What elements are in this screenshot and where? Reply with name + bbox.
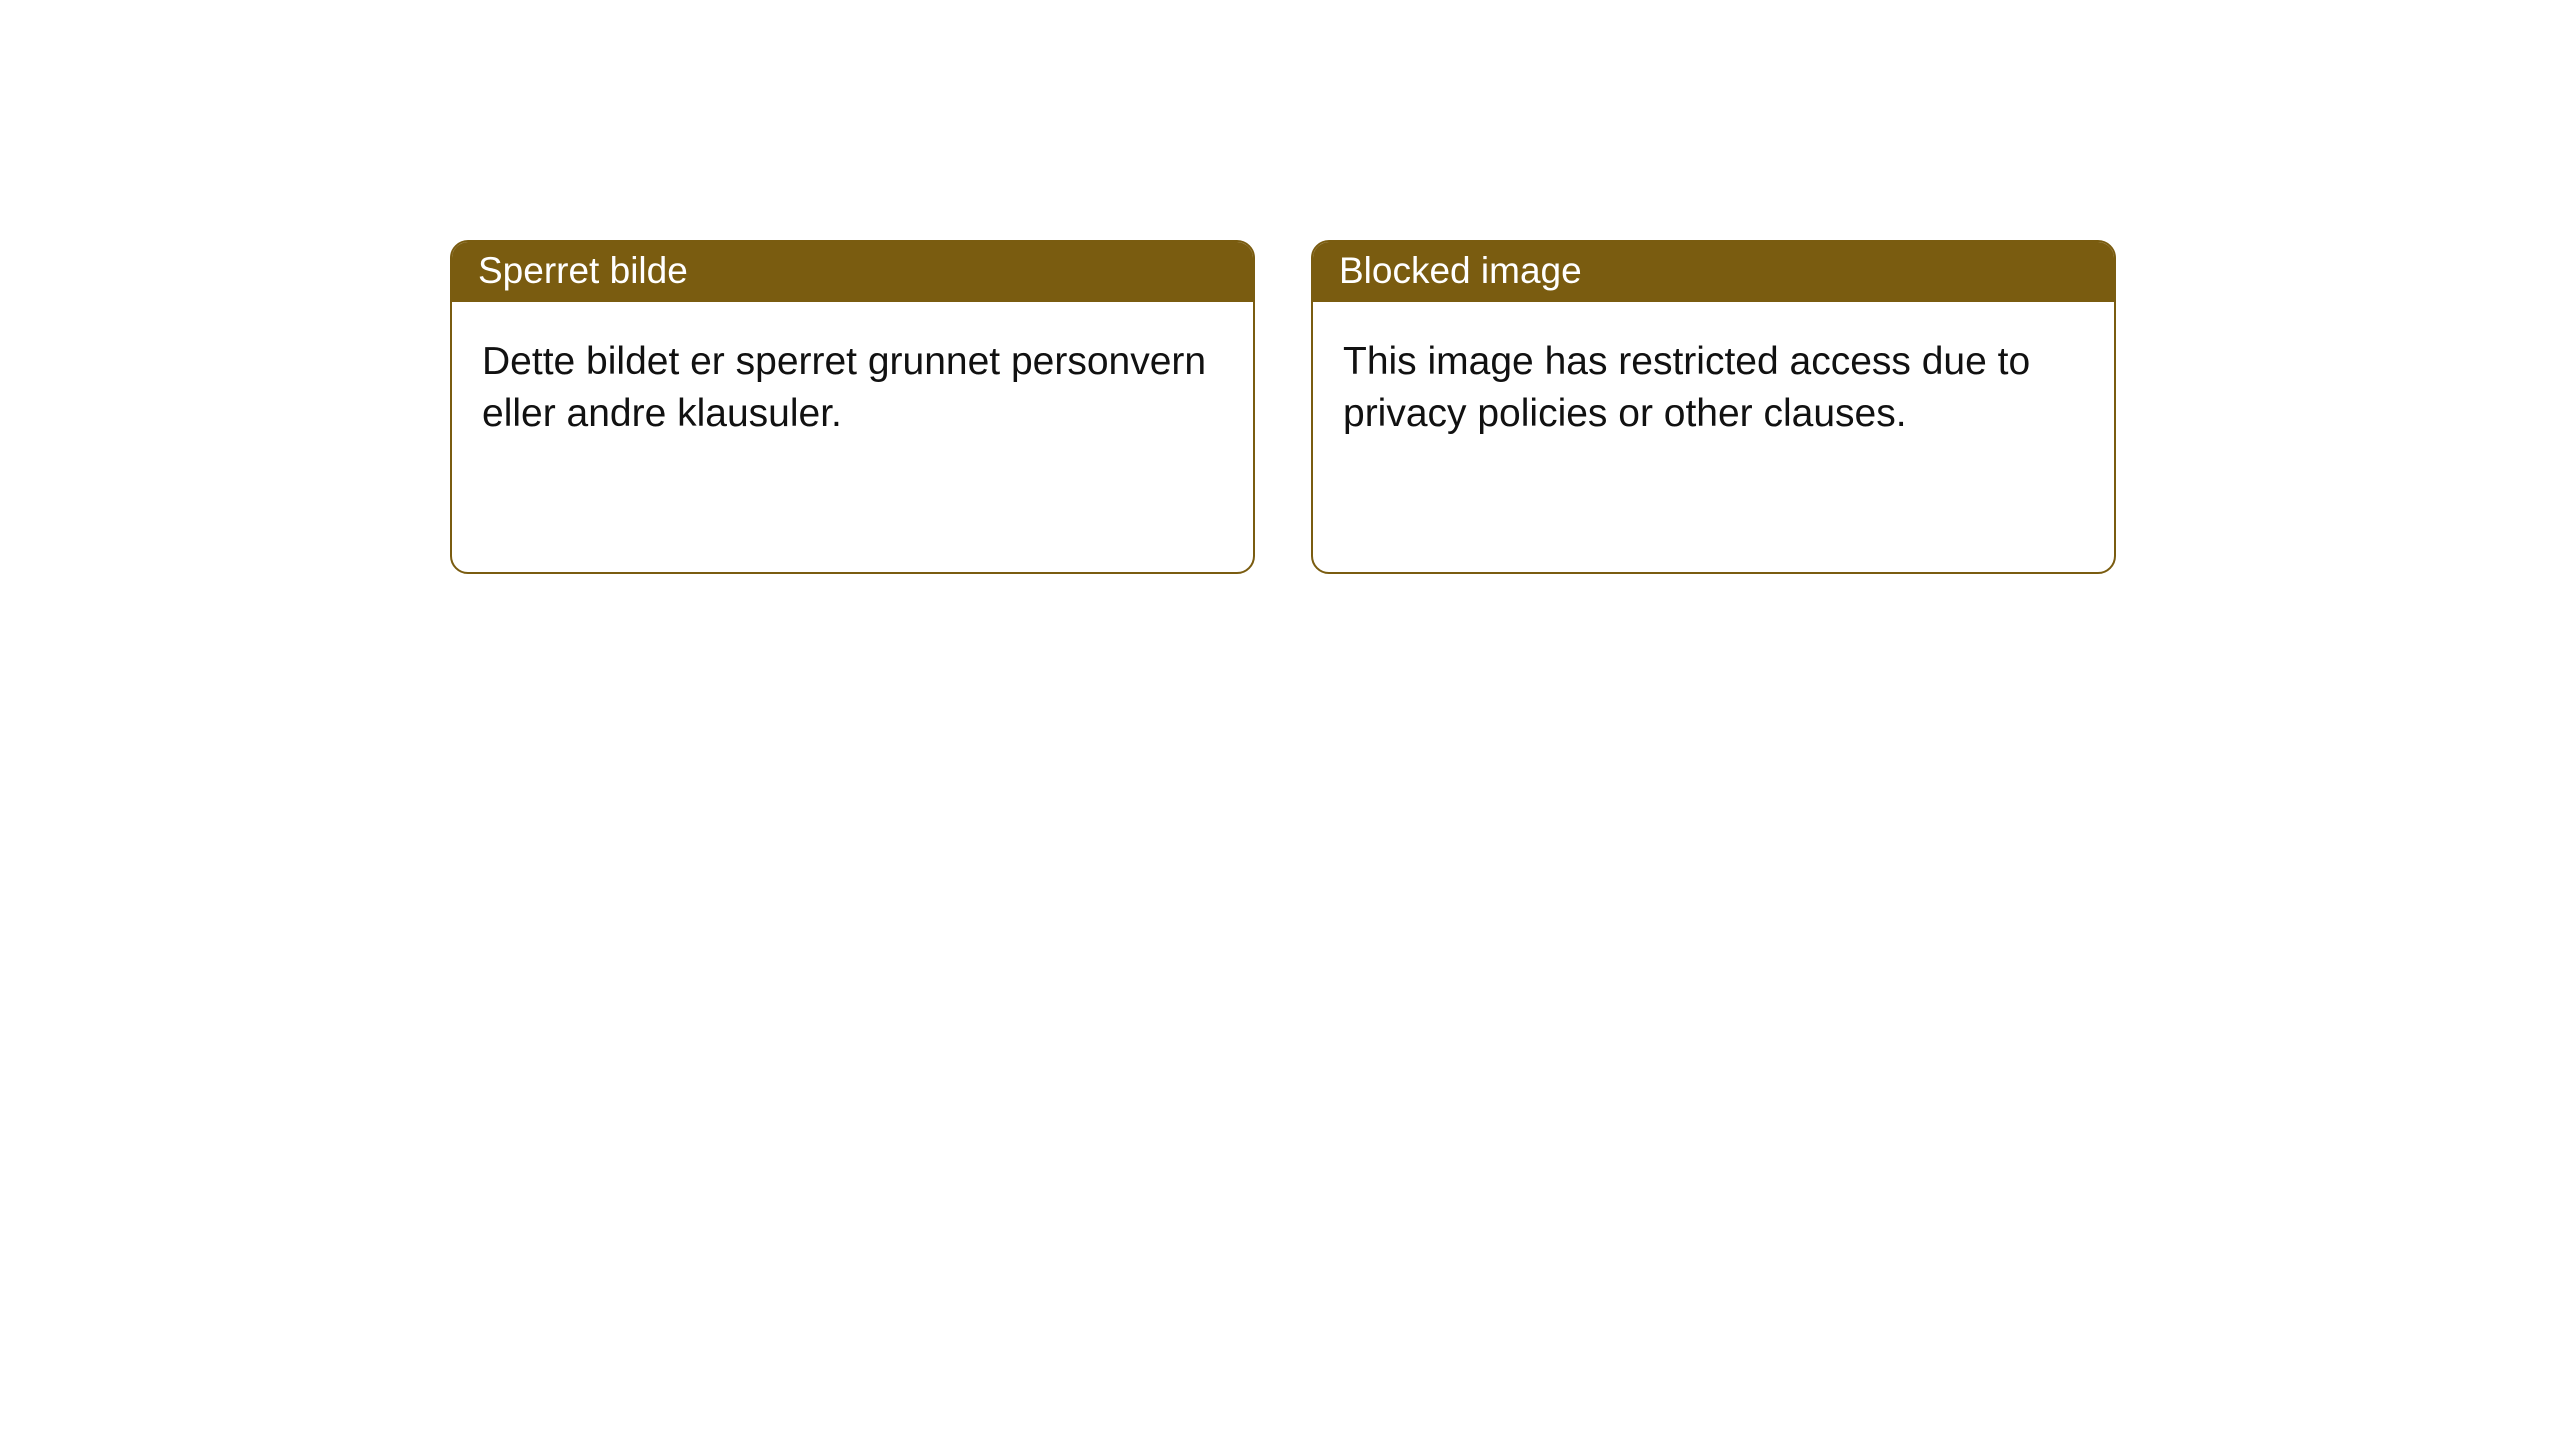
notice-card-english: Blocked image This image has restricted … <box>1311 240 2116 574</box>
notice-container: Sperret bilde Dette bildet er sperret gr… <box>0 0 2560 574</box>
notice-body: This image has restricted access due to … <box>1313 302 2114 572</box>
notice-header: Sperret bilde <box>452 242 1253 302</box>
notice-card-norwegian: Sperret bilde Dette bildet er sperret gr… <box>450 240 1255 574</box>
notice-body: Dette bildet er sperret grunnet personve… <box>452 302 1253 572</box>
notice-header: Blocked image <box>1313 242 2114 302</box>
